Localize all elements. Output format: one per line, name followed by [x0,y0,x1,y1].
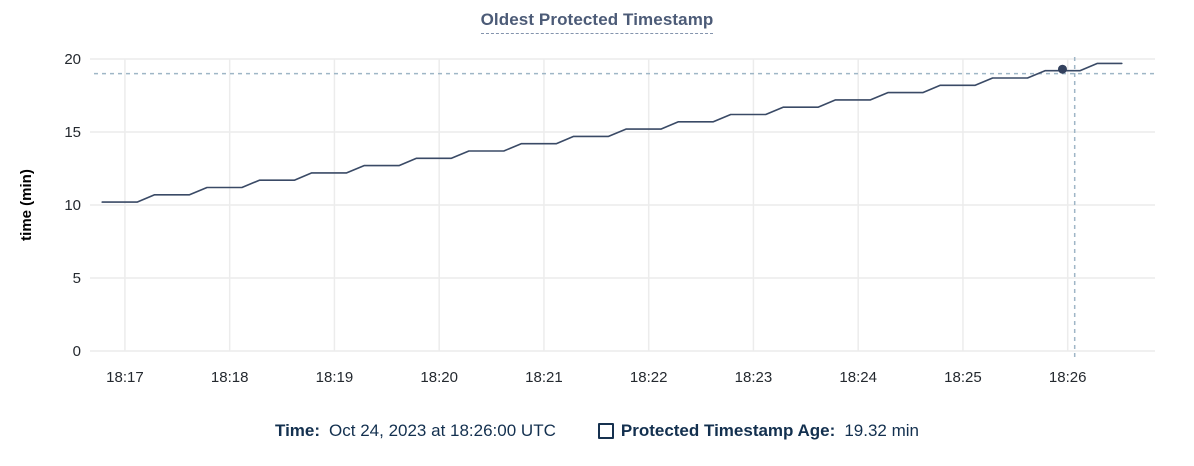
y-tick-label: 5 [73,270,81,287]
legend-time-label: Time: [275,421,321,440]
x-tick-label: 18:17 [106,369,144,386]
x-tick-label: 18:19 [316,369,354,386]
timeseries-chart[interactable]: 0 5 10 15 20 18:17 18:18 18:19 18:20 18:21 18:22 18… [0,0,1194,400]
y-tick-label: 10 [64,197,81,214]
x-tick-label: 18:24 [839,369,877,386]
x-tick-label: 18:26 [1049,369,1087,386]
x-tick-label: 18:18 [211,369,249,386]
y-tick-label: 0 [73,343,81,360]
legend-series-value: 19.32 min [844,421,919,440]
chart-title[interactable]: Oldest Protected Timestamp [480,10,714,34]
series-checkbox[interactable] [597,423,614,439]
x-tick-label: 18:23 [735,369,773,386]
legend-time-group: Time: Oct 24, 2023 at 18:26:00 UTC [275,421,556,441]
legend-time-value: Oct 24, 2023 at 18:26:00 UTC [329,421,556,440]
y-axis-title: time (min) [18,169,35,241]
legend-series-label: Protected Timestamp Age: [620,421,836,440]
legend-series-toggle[interactable]: Protected Timestamp Age: 19.32 min [597,421,919,441]
x-tick-label: 18:21 [525,369,563,386]
x-tick-label: 18:25 [944,369,982,386]
series-line [101,62,1123,203]
y-tick-label: 20 [64,51,81,68]
chart-title-row: Oldest Protected Timestamp [0,10,1194,34]
x-tick-label: 18:20 [420,369,458,386]
cursor-dot [1057,64,1067,74]
chart-legend: Time: Oct 24, 2023 at 18:26:00 UTC Prote… [0,421,1194,441]
y-tick-label: 15 [64,124,81,141]
x-tick-label: 18:22 [630,369,668,386]
